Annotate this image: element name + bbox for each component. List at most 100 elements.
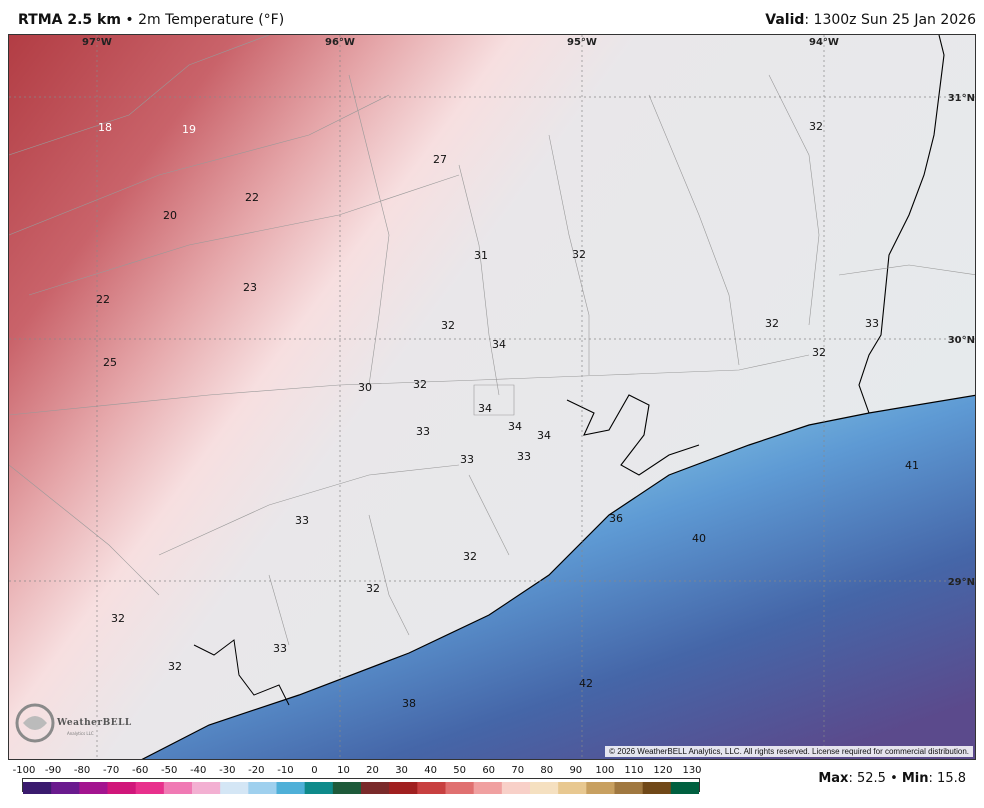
logo-swirl-icon bbox=[15, 703, 55, 743]
temp-value: 32 bbox=[463, 550, 477, 563]
colorbar-tick-label: -40 bbox=[190, 765, 207, 776]
colorbar-tick-label: -20 bbox=[248, 765, 265, 776]
temp-value: 41 bbox=[905, 459, 919, 472]
lat-label-29n: 29°N bbox=[948, 577, 975, 588]
temp-value: 22 bbox=[96, 293, 110, 306]
temp-value: 32 bbox=[168, 660, 182, 673]
colorbar-tick-label: -30 bbox=[219, 765, 236, 776]
colorbar-swatch bbox=[23, 782, 52, 794]
max-value: : 52.5 bbox=[848, 771, 886, 786]
stats: Max: 52.5 • Min: 15.8 bbox=[818, 771, 966, 786]
weatherbell-logo: WeatherBELL Analytics LLC bbox=[13, 701, 131, 745]
header: RTMA 2.5 km • 2m Temperature (°F) Valid:… bbox=[0, 0, 984, 34]
colorbar-tick-label: 50 bbox=[453, 765, 467, 776]
colorbar-swatch bbox=[51, 782, 80, 794]
temp-value: 32 bbox=[441, 319, 455, 332]
colorbar-tick-label: 130 bbox=[682, 765, 702, 776]
colorbar-swatches bbox=[23, 782, 700, 794]
temp-value: 32 bbox=[809, 120, 823, 133]
temp-value: 31 bbox=[474, 249, 488, 262]
colorbar-tick-label: 0 bbox=[311, 765, 318, 776]
temp-value: 33 bbox=[517, 450, 531, 463]
colorbar-tick-label: -50 bbox=[161, 765, 178, 776]
colorbar-tick-label: 20 bbox=[366, 765, 379, 776]
lon-label-94w: 94°W bbox=[809, 37, 839, 48]
temp-value: 32 bbox=[111, 612, 125, 625]
colorbar-tick-label: -10 bbox=[277, 765, 294, 776]
colorbar-swatch bbox=[332, 782, 362, 794]
colorbar-swatch bbox=[417, 782, 446, 794]
lon-label-95w: 95°W bbox=[567, 37, 597, 48]
temp-value: 33 bbox=[295, 514, 309, 527]
copyright-notice: © 2026 WeatherBELL Analytics, LLC. All r… bbox=[605, 746, 973, 757]
colorbar-tick-label: 80 bbox=[540, 765, 554, 776]
temp-value: 33 bbox=[416, 425, 430, 438]
colorbar-swatch bbox=[361, 782, 390, 794]
temp-value: 33 bbox=[273, 642, 287, 655]
colorbar-tick-label: 70 bbox=[511, 765, 525, 776]
colorbar-tick-label: 120 bbox=[653, 765, 673, 776]
temp-value: 27 bbox=[433, 153, 447, 166]
lon-label-97w: 97°W bbox=[82, 37, 112, 48]
colorbar-swatch bbox=[389, 782, 418, 794]
temp-value: 32 bbox=[765, 317, 779, 330]
logo-sub: Analytics LLC bbox=[67, 731, 94, 736]
temperature-labels: 18 19 27 32 22 20 31 32 23 22 32 34 32 3… bbox=[96, 120, 919, 710]
colorbar-swatch bbox=[586, 782, 615, 794]
graticule bbox=[9, 35, 975, 759]
temp-value: 19 bbox=[182, 123, 196, 136]
product-name: RTMA 2.5 km bbox=[18, 12, 121, 28]
temperature-map[interactable]: 97°W 96°W 95°W 94°W 31°N 30°N 29°N 18 19… bbox=[8, 34, 976, 760]
temp-value: 33 bbox=[460, 453, 474, 466]
valid-label: Valid bbox=[765, 12, 805, 28]
map-canvas: 97°W 96°W 95°W 94°W 31°N 30°N 29°N 18 19… bbox=[9, 35, 975, 759]
temp-value: 32 bbox=[812, 346, 826, 359]
min-value: : 15.8 bbox=[928, 771, 966, 786]
temp-value: 22 bbox=[245, 191, 259, 204]
field-name: 2m Temperature (°F) bbox=[138, 12, 285, 28]
colorbar-swatch bbox=[530, 782, 559, 794]
gulf-water bbox=[142, 395, 975, 759]
valid-time-value: : 1300z Sun 25 Jan 2026 bbox=[804, 12, 976, 28]
temp-value: 33 bbox=[865, 317, 879, 330]
colorbar-swatch bbox=[276, 782, 306, 794]
colorbar-tick-label: 10 bbox=[337, 765, 350, 776]
colorbar-tick-label: -70 bbox=[102, 765, 120, 776]
temp-value: 32 bbox=[413, 378, 427, 391]
temp-value: 38 bbox=[402, 697, 416, 710]
lon-label-96w: 96°W bbox=[325, 37, 355, 48]
temp-value: 25 bbox=[103, 356, 117, 369]
colorbar-swatch bbox=[135, 782, 165, 794]
colorbar-swatch bbox=[445, 782, 475, 794]
matagorda-bay bbox=[193, 639, 290, 706]
county-lines bbox=[9, 35, 975, 646]
colorbar-swatch bbox=[248, 782, 277, 794]
temp-value: 18 bbox=[98, 121, 112, 134]
colorbar-tick-label: -60 bbox=[132, 765, 149, 776]
colorbar-swatch bbox=[107, 782, 137, 794]
colorbar-swatch bbox=[614, 782, 644, 794]
colorbar-swatch bbox=[192, 782, 221, 794]
temp-value: 34 bbox=[508, 420, 522, 433]
temp-value: 42 bbox=[579, 677, 593, 690]
valid-time: Valid: 1300z Sun 25 Jan 2026 bbox=[765, 12, 976, 28]
colorbar-swatch bbox=[163, 782, 193, 794]
colorbar-swatch bbox=[501, 782, 531, 794]
temp-value: 36 bbox=[609, 512, 623, 525]
lat-label-31n: 31°N bbox=[948, 93, 975, 104]
colorbar bbox=[22, 778, 700, 794]
map-title: RTMA 2.5 km • 2m Temperature (°F) bbox=[18, 12, 284, 28]
colorbar-tick-label: -80 bbox=[73, 765, 91, 776]
logo-name: WeatherBELL bbox=[57, 718, 132, 728]
colorbar-tick-label: 90 bbox=[569, 765, 583, 776]
galveston-bay bbox=[566, 394, 700, 476]
coastline bbox=[141, 394, 975, 759]
temp-value: 32 bbox=[366, 582, 380, 595]
temp-value: 32 bbox=[572, 248, 586, 261]
colorbar-swatch bbox=[79, 782, 108, 794]
colorbar-tick-label: 30 bbox=[395, 765, 408, 776]
lat-label-30n: 30°N bbox=[948, 335, 975, 346]
colorbar-tick-label: -100 bbox=[12, 765, 36, 776]
temp-value: 40 bbox=[692, 532, 706, 545]
colorbar-swatch bbox=[558, 782, 587, 794]
